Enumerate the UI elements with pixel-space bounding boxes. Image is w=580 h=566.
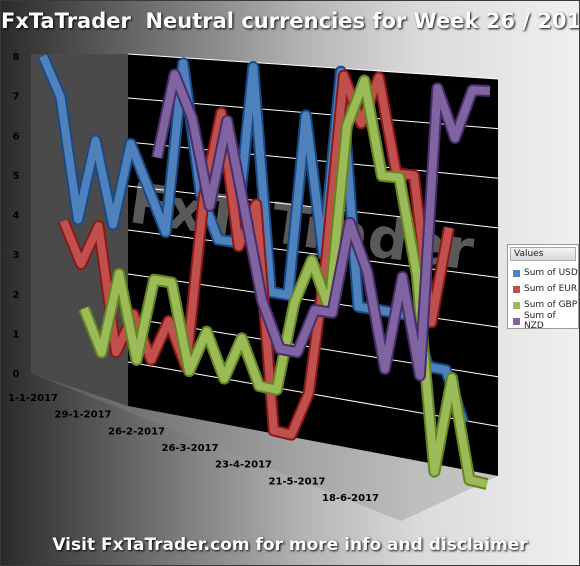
legend-item-eur: Sum of EUR [508,281,578,297]
footer-link-text: Visit FxTaTrader.com for more info and d… [52,535,528,555]
legend-item-gbp: Sum of GBP [508,297,578,313]
legend-swatch-eur [513,285,520,293]
y-tick-label: 5 [13,171,20,182]
y-tick-label: 3 [13,250,20,261]
legend: Values Sum of USD Sum of EUR Sum of GBP … [507,244,579,331]
floor [31,373,498,521]
legend-label-nzd: Sum of NZD [523,311,556,331]
y-tick-label: 4 [13,211,20,222]
y-tick-label: 6 [13,131,20,142]
x-tick-label: 29-1-2017 [54,410,111,421]
legend-title[interactable]: Values [510,247,576,261]
legend-label-gbp: Sum of GBP [524,300,578,310]
x-tick-label: 26-3-2017 [161,443,218,454]
legend-swatch-usd [513,269,520,277]
legend-label-eur: Sum of EUR [524,284,578,294]
legend-label-usd: Sum of USD [524,268,578,278]
legend-swatch-gbp [513,301,520,309]
y-tick-label: 2 [13,290,20,301]
chart-title: FxTaTrader Neutral currencies for Week 2… [1,9,580,33]
x-tick-label: 21-5-2017 [268,476,325,487]
x-tick-label: 1-1-2017 [8,393,58,404]
legend-item-usd: Sum of USD [508,265,578,281]
y-tick-label: 7 [13,92,20,103]
x-tick-label: 23-4-2017 [215,460,272,471]
legend-item-nzd: Sum of NZD [508,311,578,331]
x-tick-label: 18-6-2017 [322,493,379,504]
y-tick-label: 8 [13,52,20,63]
x-tick-label: 26-2-2017 [108,426,165,437]
y-axis: 0 1 2 3 4 5 6 7 8 [13,52,20,380]
gridline [127,53,499,80]
plot-area [37,53,491,490]
y-tick-label: 0 [13,369,20,380]
legend-swatch-nzd [513,317,520,325]
y-tick-label: 1 [13,329,20,340]
series-line-nzd [153,70,491,380]
x-axis: 1-1-2017 29-1-2017 26-2-2017 26-3-2017 23-4-… [8,393,379,504]
